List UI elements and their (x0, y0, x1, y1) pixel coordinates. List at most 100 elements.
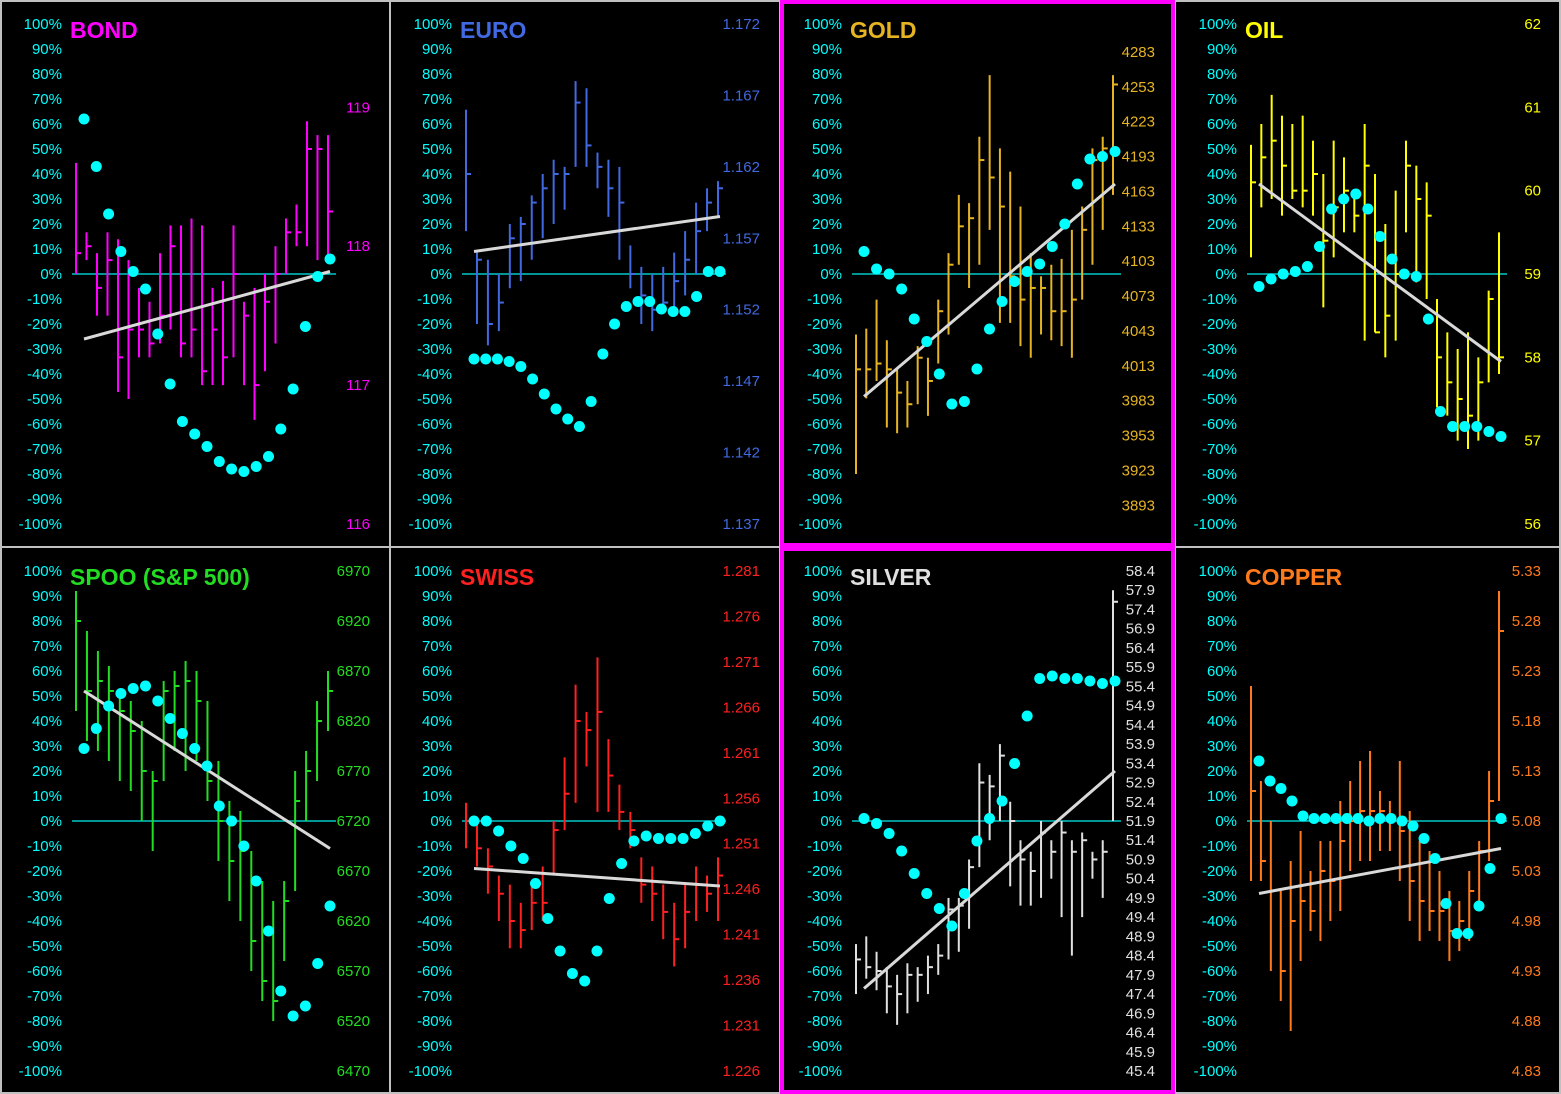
price-bar (285, 218, 291, 274)
pct-tick-label: -20% (807, 863, 842, 880)
price-bar (475, 821, 482, 867)
pct-tick-label: 0% (820, 813, 842, 830)
price-bar (926, 357, 933, 416)
oscillator-dot (665, 833, 677, 844)
oscillator-dot (1447, 421, 1459, 432)
price-tick-label: 56.9 (1126, 621, 1155, 638)
price-tick-label: 45.4 (1126, 1063, 1155, 1080)
oscillator-dot (78, 743, 90, 754)
oscillator-dot (1422, 313, 1434, 325)
oscillator-dot (1429, 853, 1441, 864)
price-tick-label: 51.4 (1126, 832, 1155, 849)
oscillator-dot (1071, 178, 1083, 190)
price-bar (306, 121, 312, 247)
oscillator-dot (127, 266, 139, 277)
pct-tick-label: 0% (40, 266, 62, 283)
pct-tick-label: -30% (417, 888, 452, 905)
panel-title: SWISS (460, 564, 534, 590)
pct-tick-label: 90% (422, 588, 452, 605)
price-bar (508, 884, 515, 949)
pct-tick-label: 10% (422, 241, 452, 258)
oscillator-dot (858, 246, 870, 257)
price-tick-label: 57.9 (1126, 582, 1155, 599)
price-tick-label: 4013 (1122, 358, 1155, 375)
price-bar (574, 81, 581, 167)
pct-tick-label: 30% (812, 738, 842, 755)
pct-tick-label: 60% (1207, 116, 1237, 133)
oscillator-dot (250, 875, 262, 887)
oscillator-dot (1275, 783, 1287, 794)
price-bar (465, 109, 471, 232)
pct-tick-label: -60% (27, 416, 62, 433)
price-tick-label: 4223 (1122, 114, 1155, 131)
price-bar (1050, 840, 1057, 879)
price-tick-label: 46.9 (1126, 1005, 1155, 1022)
price-bar (1436, 299, 1442, 408)
oscillator-dot (515, 361, 527, 372)
oscillator-dot (896, 845, 908, 857)
panel-euro: 100% 90% 80% 70% 60% 50% 40% 30% 20% 10% 0% -10% -20… (409, 16, 760, 533)
pct-tick-label: -90% (27, 1038, 62, 1055)
price-bar (1070, 229, 1077, 358)
price-bar (1458, 901, 1465, 951)
panel-oil: 100% 90% 80% 70% 60% 50% 40% 30% 20% 10% 0% -10% -20… (1194, 16, 1541, 533)
price-bar (1415, 165, 1422, 283)
oscillator-dot (653, 833, 664, 844)
oscillator-dot (1484, 863, 1496, 874)
oscillator-dot (603, 893, 615, 904)
price-bar (1438, 871, 1445, 941)
price-bar (541, 174, 548, 239)
oscillator-dot (542, 913, 554, 924)
pct-tick-label: 80% (812, 66, 842, 83)
pct-tick-label: -90% (417, 491, 452, 508)
pct-tick-label: -30% (807, 888, 842, 905)
panel-title: OIL (1245, 17, 1283, 43)
pct-tick-label: -40% (807, 913, 842, 930)
price-tick-label: 5.23 (1512, 663, 1541, 680)
price-bar (127, 260, 134, 399)
oscillator-dot (152, 328, 164, 340)
price-tick-label: 53.4 (1126, 755, 1155, 772)
pct-tick-label: -80% (27, 466, 62, 483)
oscillator-dot (921, 336, 933, 347)
pct-tick-label: -80% (27, 1013, 62, 1030)
oscillator-dot (632, 296, 644, 307)
price-bar (151, 771, 158, 851)
oscillator-dot (714, 266, 726, 277)
price-bar (519, 902, 526, 949)
pct-tick-label: 70% (1207, 638, 1237, 655)
oscillator-dot (679, 306, 691, 317)
price-tick-label: 61 (1524, 99, 1541, 116)
price-bar (190, 218, 197, 358)
oscillator-dot (1352, 813, 1364, 824)
pct-tick-label: 0% (430, 266, 452, 283)
oscillator-dot (609, 318, 621, 330)
oscillator-dot (1396, 815, 1408, 827)
pct-tick-label: 60% (32, 663, 62, 680)
pct-tick-label: -20% (27, 863, 62, 880)
oscillator-dot (655, 303, 667, 315)
price-bar (118, 691, 125, 781)
pct-tick-label: 50% (32, 688, 62, 705)
oscillator-dot (702, 820, 714, 832)
pct-tick-label: -60% (417, 416, 452, 433)
pct-tick-label: 80% (32, 66, 62, 83)
price-bar (865, 328, 872, 399)
oscillator-dot (579, 975, 591, 987)
price-tick-label: 1.251 (722, 836, 760, 853)
price-bar (1009, 801, 1016, 887)
price-bar (865, 936, 872, 979)
pct-tick-label: -20% (807, 316, 842, 333)
oscillator-dot (275, 423, 287, 435)
price-tick-label: 118 (346, 238, 370, 255)
price-tick-label: 57 (1524, 433, 1541, 450)
price-bar (552, 159, 559, 224)
oscillator-dot (1265, 273, 1277, 285)
oscillator-dot (1297, 810, 1309, 822)
pct-tick-label: 80% (422, 613, 452, 630)
pct-tick-label: 0% (1215, 266, 1237, 283)
pct-tick-label: 0% (430, 813, 452, 830)
price-tick-label: 51.9 (1126, 813, 1155, 830)
pct-tick-label: -70% (417, 441, 452, 458)
